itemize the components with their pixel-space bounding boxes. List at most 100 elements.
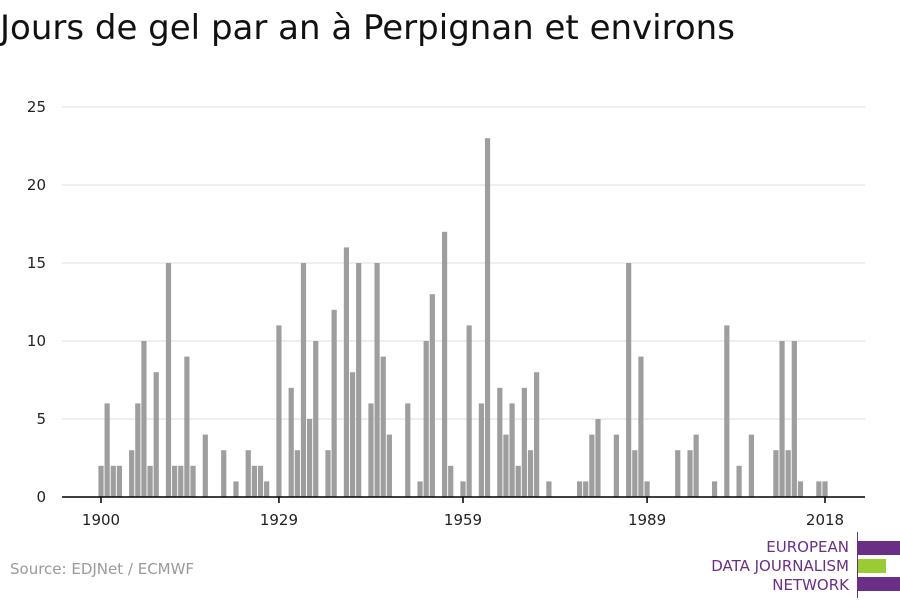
bar-1925[interactable] [251, 465, 257, 497]
bar-1938[interactable] [331, 309, 337, 497]
bar-1970[interactable] [527, 450, 534, 497]
bar-1956[interactable] [441, 231, 448, 498]
bar-1915[interactable] [190, 465, 196, 497]
bar-1924[interactable] [245, 450, 251, 497]
bar-1987[interactable] [632, 450, 638, 497]
bar-1935[interactable] [313, 341, 319, 497]
bar-1996[interactable] [687, 450, 693, 497]
bar-1969[interactable] [521, 387, 527, 497]
bar-1908[interactable] [147, 465, 153, 497]
logo-bar-purple-top [858, 541, 900, 555]
axes: 0 5 10 15 20 25 1900 1929 1959 1989 2018 [27, 98, 865, 529]
bar-1932[interactable] [294, 450, 300, 497]
logo-line-3: NETWORK [772, 576, 849, 594]
bar-1906[interactable] [135, 403, 141, 497]
bar-2006[interactable] [748, 434, 754, 497]
bar-1927[interactable] [264, 481, 270, 497]
bar-1952[interactable] [417, 481, 423, 497]
bar-1941[interactable] [349, 372, 356, 497]
bar-1913[interactable] [178, 465, 184, 497]
bar-1931[interactable] [288, 387, 294, 497]
bar-1945[interactable] [374, 263, 380, 497]
bar-2018[interactable] [822, 481, 828, 497]
logo-divider [857, 532, 858, 598]
bar-1986[interactable] [626, 263, 632, 497]
x-tick-label: 1959 [444, 511, 482, 529]
bar-1967[interactable] [509, 403, 515, 497]
y-tick-label: 15 [27, 254, 46, 272]
x-tick-label: 1989 [628, 511, 666, 529]
bar-1957[interactable] [448, 465, 454, 497]
bar-1960[interactable] [466, 325, 472, 497]
bar-1978[interactable] [576, 481, 583, 497]
bar-1965[interactable] [497, 387, 503, 497]
bar-1909[interactable] [153, 372, 159, 497]
bar-1959[interactable] [460, 481, 466, 497]
bar-1963[interactable] [484, 138, 491, 497]
x-tick-label: 1900 [82, 511, 120, 529]
bar-1971[interactable] [534, 372, 540, 497]
bar-1922[interactable] [233, 481, 239, 497]
bar-1934[interactable] [307, 419, 313, 497]
bar-1973[interactable] [546, 481, 552, 497]
bar-1902[interactable] [110, 465, 116, 497]
bar-1953[interactable] [423, 341, 429, 497]
bar-1988[interactable] [638, 356, 644, 497]
bar-1954[interactable] [429, 294, 435, 497]
bar-1962[interactable] [478, 403, 485, 497]
bar-2004[interactable] [736, 465, 742, 497]
bars [98, 138, 828, 498]
bar-1907[interactable] [141, 341, 147, 497]
bar-1994[interactable] [675, 450, 681, 497]
grid-lines [62, 106, 865, 420]
source-note: Source: EDJNet / ECMWF [10, 560, 195, 578]
bar-1980[interactable] [589, 434, 595, 497]
bar-1901[interactable] [104, 403, 110, 497]
logo-bar-purple-bottom [858, 577, 900, 591]
bar-1989[interactable] [644, 481, 650, 497]
y-tick-label: 0 [36, 488, 46, 506]
bar-2014[interactable] [797, 481, 804, 497]
logo-text: EUROPEAN DATA JOURNALISM NETWORK [711, 538, 849, 595]
bar-2000[interactable] [711, 481, 718, 497]
bar-1966[interactable] [503, 434, 509, 497]
bar-1942[interactable] [356, 263, 362, 497]
chart-title: Jours de gel par an à Perpignan et envir… [0, 8, 735, 48]
bar-2010[interactable] [773, 450, 779, 497]
logo-line-1: EUROPEAN [766, 538, 849, 556]
bar-1929[interactable] [276, 325, 282, 497]
edjnet-logo[interactable]: EUROPEAN DATA JOURNALISM NETWORK [690, 530, 900, 600]
y-tick-label: 20 [27, 176, 46, 194]
bar-2002[interactable] [724, 325, 730, 497]
bar-1933[interactable] [300, 263, 307, 497]
bar-1917[interactable] [202, 434, 208, 497]
bar-1968[interactable] [515, 465, 521, 497]
bar-2017[interactable] [816, 481, 822, 497]
bar-1944[interactable] [368, 403, 374, 497]
bar-1950[interactable] [405, 403, 411, 497]
bar-2011[interactable] [779, 341, 785, 497]
bar-1914[interactable] [184, 356, 190, 497]
y-tick-label: 10 [27, 332, 46, 350]
bar-1912[interactable] [172, 465, 178, 497]
bar-1905[interactable] [129, 450, 135, 497]
bar-1947[interactable] [386, 434, 392, 497]
bar-1997[interactable] [693, 434, 699, 497]
bar-1940[interactable] [343, 247, 350, 497]
bar-1926[interactable] [257, 465, 264, 497]
bar-2012[interactable] [785, 450, 791, 497]
bar-1920[interactable] [221, 450, 227, 497]
bar-2013[interactable] [791, 341, 797, 497]
bar-1984[interactable] [613, 434, 619, 497]
bar-1900[interactable] [98, 465, 104, 497]
y-tick-label: 25 [27, 98, 46, 116]
bar-1981[interactable] [595, 419, 601, 497]
bar-1911[interactable] [165, 263, 172, 497]
bar-1946[interactable] [380, 356, 386, 497]
x-tick-label: 1929 [260, 511, 298, 529]
bar-1937[interactable] [325, 450, 331, 497]
bar-1979[interactable] [583, 481, 589, 497]
bar-1903[interactable] [116, 465, 123, 497]
logo-line-2: DATA JOURNALISM [711, 557, 849, 575]
